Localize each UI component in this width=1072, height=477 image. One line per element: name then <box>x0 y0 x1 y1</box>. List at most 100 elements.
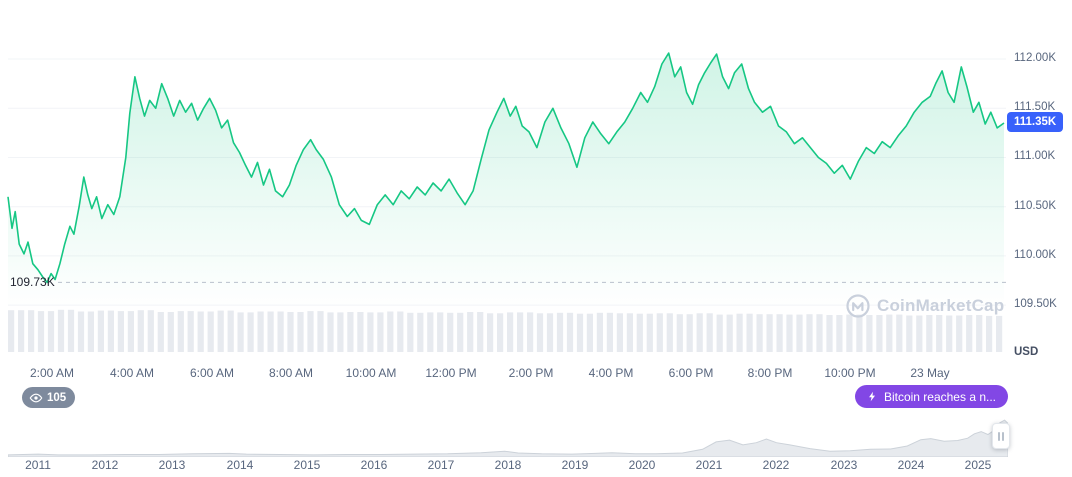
volume-bar <box>167 312 174 352</box>
y-axis-label: 112.00K <box>1014 52 1056 64</box>
range-handle-right[interactable] <box>992 423 1010 449</box>
x-axis-label: 6:00 PM <box>668 366 714 380</box>
volume-bar <box>227 310 234 352</box>
year-label[interactable]: 2021 <box>695 458 723 472</box>
volume-bar <box>866 315 873 352</box>
x-axis-label: 6:00 AM <box>189 366 235 380</box>
volume-bar <box>916 315 923 352</box>
volume-bar <box>606 312 613 352</box>
volume-bar <box>676 314 683 352</box>
volume-bar <box>596 312 603 352</box>
year-label[interactable]: 2016 <box>360 458 388 472</box>
news-annotation-pill[interactable]: Bitcoin reaches a n... <box>854 385 1008 408</box>
volume-bar <box>467 312 474 352</box>
x-axis-label: 8:00 AM <box>268 366 314 380</box>
x-axis-label: 2:00 PM <box>508 366 554 380</box>
volume-bar <box>57 309 65 352</box>
year-label[interactable]: 2017 <box>427 458 455 472</box>
year-label[interactable]: 2019 <box>561 458 589 472</box>
volume-bar <box>956 315 963 352</box>
volume-bar <box>427 312 434 352</box>
volume-bar <box>686 314 693 352</box>
y-axis-label: 111.00K <box>1014 150 1056 162</box>
x-axis-label: 8:00 PM <box>747 366 793 380</box>
coinmarketcap-logo-icon <box>846 294 870 318</box>
year-label[interactable]: 2025 <box>964 458 992 472</box>
volume-bar <box>28 310 35 352</box>
volume-bar <box>387 311 394 352</box>
currency-unit-label[interactable]: USD <box>1014 346 1039 358</box>
volume-bar <box>497 313 504 352</box>
volume-bar <box>47 311 55 352</box>
volume-bar <box>307 311 314 352</box>
volume-bar <box>477 312 484 352</box>
volume-bar <box>127 311 134 352</box>
volume-bar <box>946 315 953 352</box>
year-label[interactable]: 2012 <box>91 458 119 472</box>
year-label[interactable]: 2022 <box>762 458 790 472</box>
x-axis-label: 2:00 AM <box>29 366 75 380</box>
volume-bar <box>507 312 514 352</box>
volume-bar <box>756 314 763 352</box>
volume-bar <box>37 311 45 352</box>
eye-icon <box>29 393 43 402</box>
volume-bar <box>776 314 783 352</box>
year-label[interactable]: 2014 <box>226 458 254 472</box>
year-label[interactable]: 2015 <box>293 458 321 472</box>
volume-bar <box>377 312 384 352</box>
year-label[interactable]: 2024 <box>897 458 925 472</box>
volume-bar <box>766 314 773 352</box>
volume-bar <box>347 312 354 352</box>
volume-bar <box>437 312 444 352</box>
year-label[interactable]: 2023 <box>830 458 858 472</box>
coinmarketcap-watermark: CoinMarketCap <box>846 294 1004 318</box>
volume-bar <box>616 313 623 352</box>
news-annotation-text: Bitcoin reaches a n... <box>883 389 996 404</box>
volume-bar <box>536 313 544 352</box>
y-axis-label: 109.50K <box>1014 298 1057 310</box>
year-label[interactable]: 2011 <box>25 458 51 472</box>
volume-bar <box>77 311 85 352</box>
lightning-icon <box>869 391 875 402</box>
volume-bar <box>876 315 883 352</box>
year-label[interactable]: 2018 <box>494 458 522 472</box>
volume-bar <box>67 309 75 352</box>
volume-bar <box>297 312 304 352</box>
range-selector-chart[interactable] <box>8 415 1008 457</box>
volume-bar <box>277 311 284 352</box>
watermark-text: CoinMarketCap <box>877 296 1005 315</box>
volume-bar <box>796 314 803 352</box>
volume-bar <box>177 311 184 352</box>
volume-bar <box>417 312 424 352</box>
main-price-chart[interactable] <box>0 0 1072 362</box>
x-axis-label: 10:00 AM <box>345 366 397 380</box>
volume-bar <box>197 311 204 352</box>
watchers-count: 105 <box>47 391 67 404</box>
volume-bar <box>137 310 144 352</box>
volume-bar <box>517 312 524 352</box>
volume-bar <box>87 311 94 352</box>
volume-bar <box>736 313 743 352</box>
volume-bar <box>556 312 564 352</box>
volume-bar <box>656 313 663 352</box>
volume-bar <box>317 311 324 352</box>
volume-bar <box>367 312 374 352</box>
x-axis-label: 23 May <box>910 366 950 380</box>
volume-bar <box>836 315 843 352</box>
year-label[interactable]: 2020 <box>628 458 656 472</box>
volume-bar <box>936 315 943 352</box>
volume-bar <box>337 312 344 352</box>
volume-bar <box>586 313 593 352</box>
volume-bar <box>706 313 713 352</box>
volume-bar <box>886 314 893 352</box>
year-label[interactable]: 2013 <box>158 458 186 472</box>
volume-bar <box>18 310 25 352</box>
watchers-pill[interactable]: 105 <box>22 387 76 408</box>
y-axis-label: 110.50K <box>1014 200 1056 212</box>
volume-bar <box>986 315 993 352</box>
volume-bar <box>287 312 294 352</box>
volume-bar <box>527 312 534 352</box>
volume-bar <box>696 313 703 352</box>
x-axis-label: 12:00 PM <box>425 366 477 380</box>
volume-bar <box>626 313 633 352</box>
